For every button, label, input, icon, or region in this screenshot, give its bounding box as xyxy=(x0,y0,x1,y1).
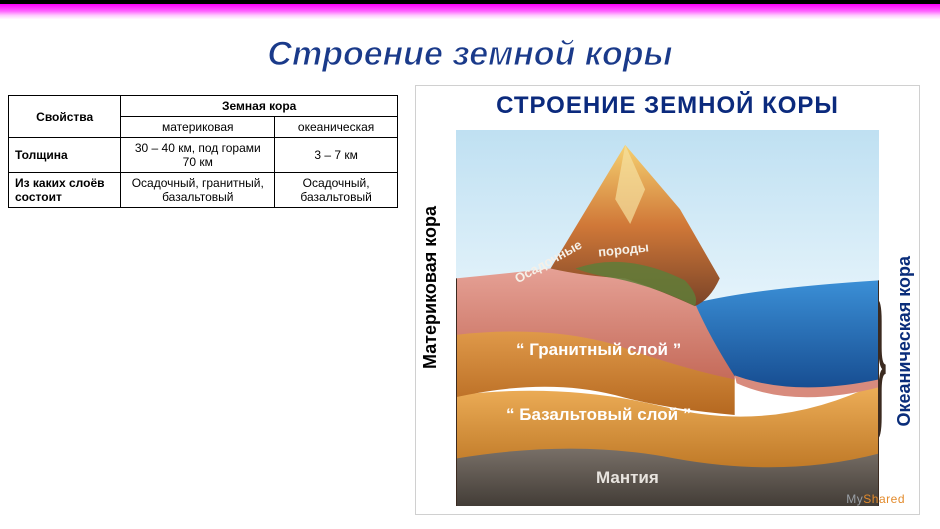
row-label: Толщина xyxy=(9,138,121,173)
watermark: MyShared xyxy=(846,492,905,506)
layer-word-text: слой xyxy=(637,405,678,424)
table-row: Из каких слоёв состоит Осадочный, гранит… xyxy=(9,173,398,208)
watermark-accent: Shared xyxy=(863,492,905,506)
th-crust: Земная кора xyxy=(121,96,398,117)
watermark-brand: My xyxy=(846,492,863,506)
page-title: Строение земной коры xyxy=(0,35,940,74)
layers-svg xyxy=(456,130,879,506)
cell: 30 – 40 км, под горами 70 км xyxy=(121,138,275,173)
row-label: Из каких слоёв состоит xyxy=(9,173,121,208)
cell: Осадочный, базальтовый xyxy=(275,173,398,208)
crust-diagram: СТРОЕНИЕ ЗЕМНОЙ КОРЫ Материковая кора { … xyxy=(415,85,920,515)
layers-scene: Осадочные породы Гранитный слой Базальто… xyxy=(456,130,879,506)
cell: Осадочный, гранитный, базальтовый xyxy=(121,173,275,208)
granite-label: Гранитный xyxy=(529,340,622,359)
diagram-title: СТРОЕНИЕ ЗЕМНОЙ КОРЫ xyxy=(416,92,919,120)
th-oceanic: океаническая xyxy=(275,117,398,138)
th-properties: Свойства xyxy=(9,96,121,138)
th-continental: материковая xyxy=(121,117,275,138)
properties-table: Свойства Земная кора материковая океанич… xyxy=(8,95,398,208)
decorative-top-border xyxy=(0,0,940,28)
layer-word-text: слой xyxy=(627,340,668,359)
basalt-label: Базальтовый xyxy=(519,405,632,424)
cell: 3 – 7 км xyxy=(275,138,398,173)
properties-table-area: Свойства Земная кора материковая океанич… xyxy=(8,95,398,208)
oceanic-crust-label: Океаническая кора xyxy=(894,256,915,427)
mantle-label: Мантия xyxy=(596,468,659,488)
table-row: Толщина 30 – 40 км, под горами 70 км 3 –… xyxy=(9,138,398,173)
continental-crust-label: Материковая кора xyxy=(420,206,441,369)
